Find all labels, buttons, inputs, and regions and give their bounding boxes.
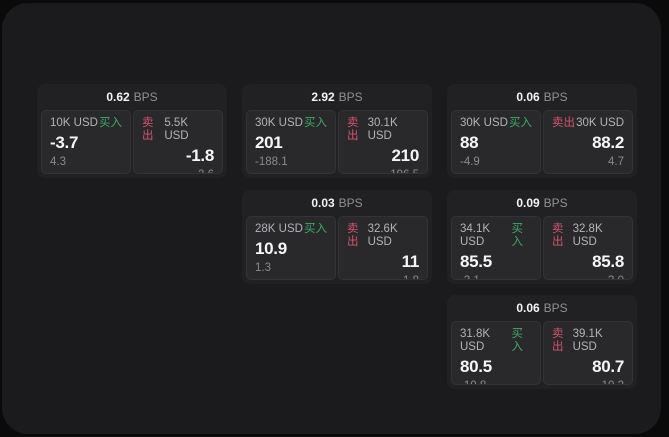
spread-card: 0.62 BPS 10K USD 买入 -3.7 4.3 卖出 5.5K USD… [37, 84, 227, 178]
spread-card: 0.06 BPS 30K USD 买入 88 -4.9 卖出 30K USD 8… [447, 84, 637, 178]
buy-cell[interactable]: 34.1K USD 买入 85.5 -3.1 [451, 216, 541, 280]
buy-cell[interactable]: 31.8K USD 买入 80.5 -10.8 [451, 321, 541, 385]
buy-label: 买入 [304, 117, 327, 129]
buy-price: 88 [460, 133, 479, 152]
sell-delta: 3.0 [552, 275, 624, 279]
buy-price: -3.7 [50, 133, 79, 152]
sell-amount: 39.1K USD [572, 328, 603, 353]
bps-value: 0.06 [516, 301, 540, 315]
buy-delta: 1.3 [255, 262, 271, 274]
sell-label: 卖出 [142, 117, 154, 142]
sell-delta: 10.2 [552, 380, 624, 384]
spread-card: 0.06 BPS 31.8K USD 买入 80.5 -10.8 卖出 39.1… [447, 295, 637, 389]
buy-cell[interactable]: 10K USD 买入 -3.7 4.3 [41, 110, 131, 174]
spread-card: 2.92 BPS 30K USD 买入 201 -188.1 卖出 30.1K … [242, 84, 432, 178]
sell-cell[interactable]: 卖出 30.1K USD 210 196.5 [338, 110, 428, 174]
sell-price: -1.8 [185, 146, 214, 165]
sell-price: 11 [401, 252, 420, 271]
app-panel: 0.62 BPS 10K USD 买入 -3.7 4.3 卖出 5.5K USD… [2, 3, 661, 434]
bps-unit-label: BPS [338, 196, 363, 210]
sell-delta: 4.7 [608, 156, 624, 168]
bps-value: 0.62 [106, 90, 130, 104]
sell-label: 卖出 [552, 117, 575, 129]
bps-unit-label: BPS [543, 90, 568, 104]
bps-value: 0.06 [516, 90, 540, 104]
sell-cell[interactable]: 卖出 5.5K USD -1.8 -2.6 [133, 110, 223, 174]
sell-delta: 196.5 [347, 169, 419, 173]
buy-label: 买入 [304, 223, 327, 235]
buy-amount: 10K USD [50, 117, 98, 129]
buy-price: 85.5 [460, 252, 492, 271]
buy-label: 买入 [511, 328, 523, 353]
sell-label: 卖出 [347, 223, 359, 248]
sell-price: 88.2 [592, 133, 624, 152]
bps-unit-label: BPS [338, 90, 363, 104]
buy-amount: 30K USD [255, 117, 303, 129]
buy-label: 买入 [509, 117, 532, 129]
sell-cell[interactable]: 卖出 32.6K USD 11 -1.8 [338, 216, 428, 280]
buy-amount: 31.8K USD [460, 328, 491, 353]
buy-price: 201 [255, 133, 283, 152]
sell-amount: 32.8K USD [572, 223, 603, 248]
bps-unit-label: BPS [543, 196, 568, 210]
buy-delta: -10.8 [460, 380, 532, 384]
sell-amount: 30K USD [576, 117, 624, 129]
spread-card: 0.03 BPS 28K USD 买入 10.9 1.3 卖出 32.6K US… [242, 190, 432, 284]
buy-cell[interactable]: 30K USD 买入 201 -188.1 [246, 110, 336, 174]
buy-label: 买入 [511, 223, 523, 248]
buy-cell[interactable]: 30K USD 买入 88 -4.9 [451, 110, 541, 174]
sell-label: 卖出 [552, 328, 564, 353]
bps-header: 2.92 BPS [242, 84, 432, 110]
bps-unit-label: BPS [133, 90, 158, 104]
sell-delta: -1.8 [347, 275, 419, 279]
bps-unit-label: BPS [543, 301, 568, 315]
bps-value: 2.92 [311, 90, 335, 104]
buy-delta: -4.9 [460, 156, 480, 168]
bps-value: 0.03 [311, 196, 335, 210]
sell-amount: 32.6K USD [367, 223, 398, 248]
sell-delta: -2.6 [142, 169, 214, 173]
buy-delta: -188.1 [255, 156, 288, 168]
bps-header: 0.62 BPS [37, 84, 227, 110]
buy-cell[interactable]: 28K USD 买入 10.9 1.3 [246, 216, 336, 280]
buy-amount: 34.1K USD [460, 223, 491, 248]
buy-amount: 28K USD [255, 223, 303, 235]
sell-cell[interactable]: 卖出 30K USD 88.2 4.7 [543, 110, 633, 174]
sell-price: 85.8 [592, 252, 624, 271]
sell-label: 卖出 [347, 117, 359, 142]
buy-delta: -3.1 [460, 275, 532, 279]
buy-price: 10.9 [255, 239, 287, 258]
sell-cell[interactable]: 卖出 39.1K USD 80.7 10.2 [543, 321, 633, 385]
sell-amount: 30.1K USD [367, 117, 398, 142]
sell-price: 80.7 [592, 357, 624, 376]
buy-label: 买入 [99, 117, 122, 129]
buy-amount: 30K USD [460, 117, 508, 129]
sell-label: 卖出 [552, 223, 564, 248]
buy-price: 80.5 [460, 357, 492, 376]
sell-price: 210 [391, 146, 420, 165]
bps-value: 0.09 [516, 196, 540, 210]
bps-header: 0.09 BPS [447, 190, 637, 216]
sell-amount: 5.5K USD [164, 117, 189, 142]
bps-header: 0.03 BPS [242, 190, 432, 216]
buy-delta: 4.3 [50, 156, 66, 168]
sell-cell[interactable]: 卖出 32.8K USD 85.8 3.0 [543, 216, 633, 280]
spread-card: 0.09 BPS 34.1K USD 买入 85.5 -3.1 卖出 32.8K… [447, 190, 637, 284]
bps-header: 0.06 BPS [447, 84, 637, 110]
bps-header: 0.06 BPS [447, 295, 637, 321]
